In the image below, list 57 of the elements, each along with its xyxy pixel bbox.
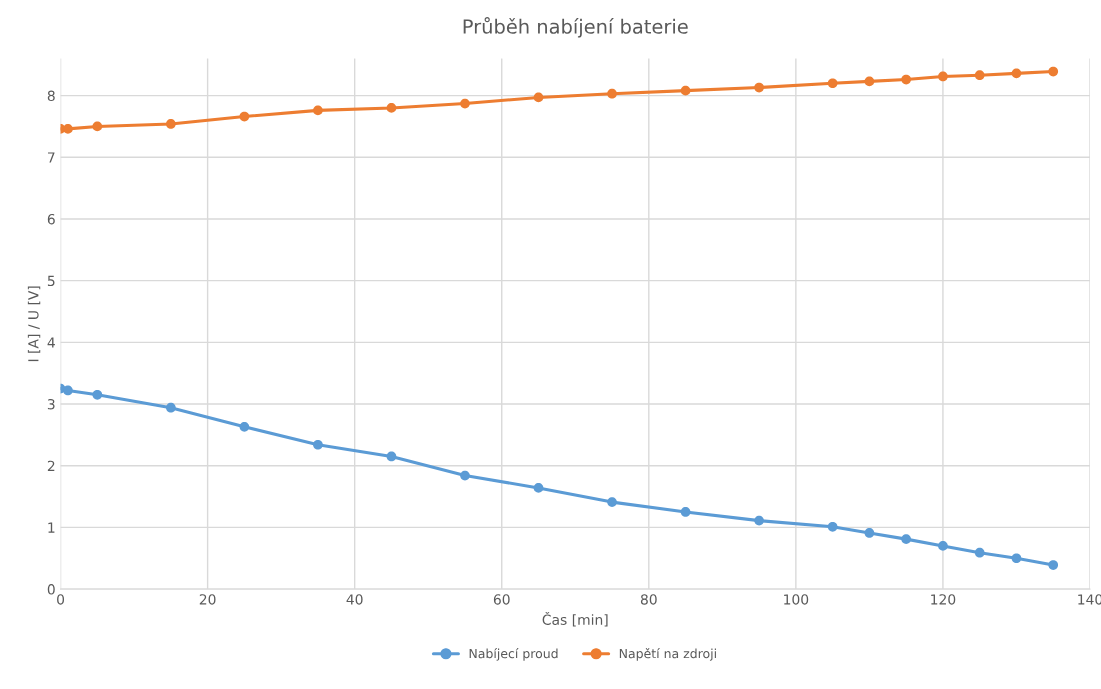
point <box>1011 68 1022 79</box>
y-tick-label: 5 <box>47 275 55 287</box>
point <box>754 82 764 93</box>
point <box>239 421 250 432</box>
x-tick-label: 20 <box>199 594 216 605</box>
point <box>386 103 397 113</box>
point <box>754 515 764 526</box>
point <box>901 534 912 544</box>
point <box>533 92 544 103</box>
point <box>974 547 985 558</box>
y-tick-label: 4 <box>47 337 55 348</box>
point <box>63 124 73 134</box>
legend-label: Napětí na zdroji <box>619 648 716 661</box>
y-tick-label: 3 <box>47 398 55 410</box>
point <box>165 119 176 129</box>
x-axis-title: Čas [min] <box>542 611 608 627</box>
point <box>165 402 176 413</box>
y-axis-title: I [A] / U [V] <box>27 286 41 362</box>
y-tick-label: 0 <box>47 584 55 595</box>
point <box>460 470 470 481</box>
point <box>901 74 912 85</box>
point <box>313 439 323 450</box>
point <box>239 111 250 122</box>
y-tick-label: 2 <box>47 460 55 471</box>
point <box>63 385 73 396</box>
point <box>92 389 103 400</box>
point <box>827 521 838 532</box>
x-tick-label: 0 <box>57 594 65 605</box>
x-tick-label: 80 <box>640 594 657 605</box>
chart-title: Průběh nabíjení baterie <box>463 17 688 38</box>
point <box>864 528 875 538</box>
point <box>680 507 691 517</box>
point <box>1048 560 1059 570</box>
y-tick-label: 8 <box>47 90 55 102</box>
y-tick-label: 1 <box>48 522 55 533</box>
point <box>864 76 875 87</box>
point <box>974 70 985 81</box>
legend-label: Nabíjecí proud <box>469 648 558 661</box>
point <box>607 497 617 507</box>
point <box>386 451 397 462</box>
point <box>938 71 948 82</box>
point <box>533 483 544 493</box>
point <box>607 88 617 99</box>
point <box>313 105 323 116</box>
point <box>460 98 470 109</box>
point <box>1011 553 1022 564</box>
point <box>827 78 838 89</box>
x-tick-label: 120 <box>931 594 956 605</box>
y-tick-label: 6 <box>47 213 55 225</box>
x-tick-label: 60 <box>493 594 510 605</box>
y-tick-label: 7 <box>48 152 55 163</box>
x-tick-label: 100 <box>784 594 809 605</box>
point <box>680 85 691 96</box>
point <box>92 121 103 132</box>
x-tick-label: 40 <box>346 594 363 605</box>
point <box>1048 66 1059 77</box>
point <box>938 541 948 551</box>
